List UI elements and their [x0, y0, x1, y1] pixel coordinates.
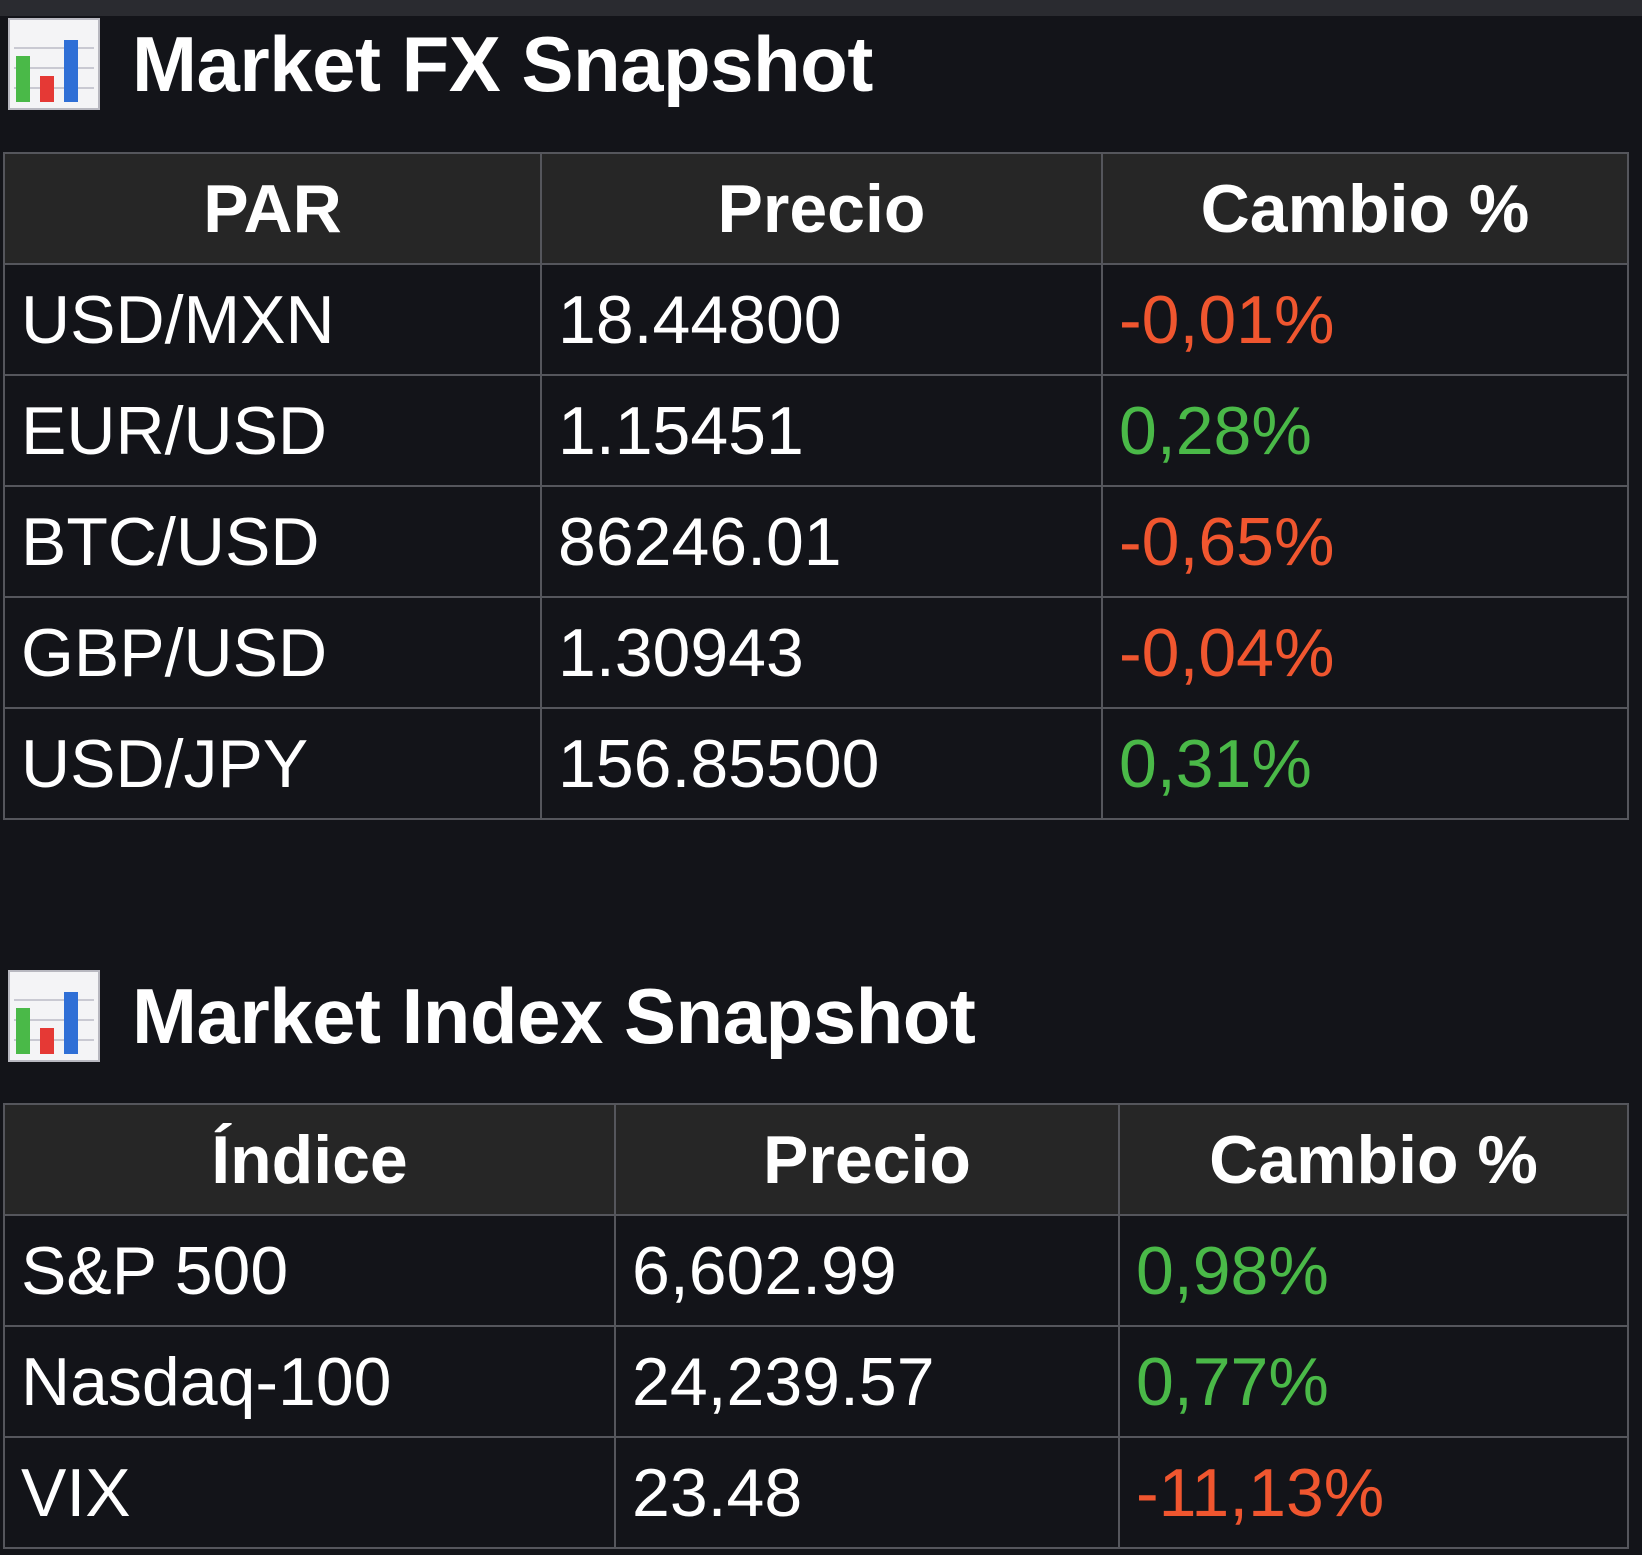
- index-change: -11,13%: [1118, 1436, 1629, 1549]
- bar-chart-icon: [8, 970, 100, 1062]
- pair-name: BTC/USD: [3, 485, 542, 598]
- column-header-price[interactable]: Precio: [614, 1103, 1120, 1216]
- index-name: VIX: [3, 1436, 616, 1549]
- table-row: EUR/USD 1.15451 0,28%: [3, 374, 1629, 487]
- fx-section-title: Market FX Snapshot: [8, 16, 873, 112]
- column-header-pair[interactable]: PAR: [3, 152, 542, 265]
- table-row: Nasdaq-100 24,239.57 0,77%: [3, 1325, 1629, 1438]
- column-header-price[interactable]: Precio: [540, 152, 1103, 265]
- index-name: Nasdaq-100: [3, 1325, 616, 1438]
- pair-change: 0,31%: [1101, 707, 1629, 820]
- index-name: S&P 500: [3, 1214, 616, 1327]
- pair-price: 1.30943: [540, 596, 1103, 709]
- table-row: BTC/USD 86246.01 -0,65%: [3, 485, 1629, 598]
- index-section-title: Market Index Snapshot: [8, 968, 976, 1064]
- index-price: 24,239.57: [614, 1325, 1120, 1438]
- pair-name: EUR/USD: [3, 374, 542, 487]
- index-header-row: Índice Precio Cambio %: [3, 1103, 1629, 1216]
- fx-table: PAR Precio Cambio % USD/MXN 18.44800 -0,…: [3, 152, 1629, 820]
- pair-price: 86246.01: [540, 485, 1103, 598]
- pair-name: USD/JPY: [3, 707, 542, 820]
- index-price: 6,602.99: [614, 1214, 1120, 1327]
- column-header-index[interactable]: Índice: [3, 1103, 616, 1216]
- column-header-change[interactable]: Cambio %: [1118, 1103, 1629, 1216]
- index-change: 0,98%: [1118, 1214, 1629, 1327]
- pair-name: USD/MXN: [3, 263, 542, 376]
- index-table: Índice Precio Cambio % S&P 500 6,602.99 …: [3, 1103, 1629, 1549]
- pair-price: 18.44800: [540, 263, 1103, 376]
- table-row: VIX 23.48 -11,13%: [3, 1436, 1629, 1549]
- column-header-change[interactable]: Cambio %: [1101, 152, 1629, 265]
- pair-price: 156.85500: [540, 707, 1103, 820]
- pair-change: 0,28%: [1101, 374, 1629, 487]
- top-bar: [0, 0, 1642, 16]
- table-row: S&P 500 6,602.99 0,98%: [3, 1214, 1629, 1327]
- pair-change: -0,01%: [1101, 263, 1629, 376]
- index-change: 0,77%: [1118, 1325, 1629, 1438]
- bar-chart-icon: [8, 18, 100, 110]
- table-row: GBP/USD 1.30943 -0,04%: [3, 596, 1629, 709]
- fx-title-text: Market FX Snapshot: [132, 19, 873, 108]
- table-row: USD/JPY 156.85500 0,31%: [3, 707, 1629, 820]
- pair-price: 1.15451: [540, 374, 1103, 487]
- pair-name: GBP/USD: [3, 596, 542, 709]
- index-title-text: Market Index Snapshot: [132, 971, 976, 1060]
- index-price: 23.48: [614, 1436, 1120, 1549]
- pair-change: -0,04%: [1101, 596, 1629, 709]
- fx-header-row: PAR Precio Cambio %: [3, 152, 1629, 265]
- pair-change: -0,65%: [1101, 485, 1629, 598]
- table-row: USD/MXN 18.44800 -0,01%: [3, 263, 1629, 376]
